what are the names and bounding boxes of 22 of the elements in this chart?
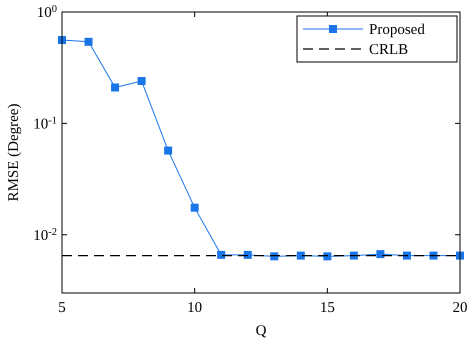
point xyxy=(138,77,146,86)
legend-label: Proposed xyxy=(369,22,426,38)
x-tick-label: 5 xyxy=(58,300,66,316)
y-tick-label: 10$^{0}$ xyxy=(36,4,57,21)
x-axis-title: Q xyxy=(256,323,267,339)
point xyxy=(164,146,172,155)
y-tick-label: 10$^{-2}$ xyxy=(33,226,57,244)
point xyxy=(376,250,384,258)
legend-label: CRLB xyxy=(369,42,408,58)
point xyxy=(402,252,411,260)
y-axis-title: RMSE (Degree) xyxy=(6,104,22,202)
point xyxy=(84,38,93,46)
point xyxy=(323,252,332,260)
point xyxy=(190,204,199,212)
y-tick-label: 10$^{-1}$ xyxy=(33,114,57,132)
x-tick-label: 20 xyxy=(452,300,468,316)
x-tick-label: 10 xyxy=(187,300,202,316)
point xyxy=(217,250,226,259)
x-tick-label: 15 xyxy=(320,300,335,316)
point xyxy=(244,250,252,259)
point xyxy=(111,83,120,92)
point xyxy=(296,252,305,260)
